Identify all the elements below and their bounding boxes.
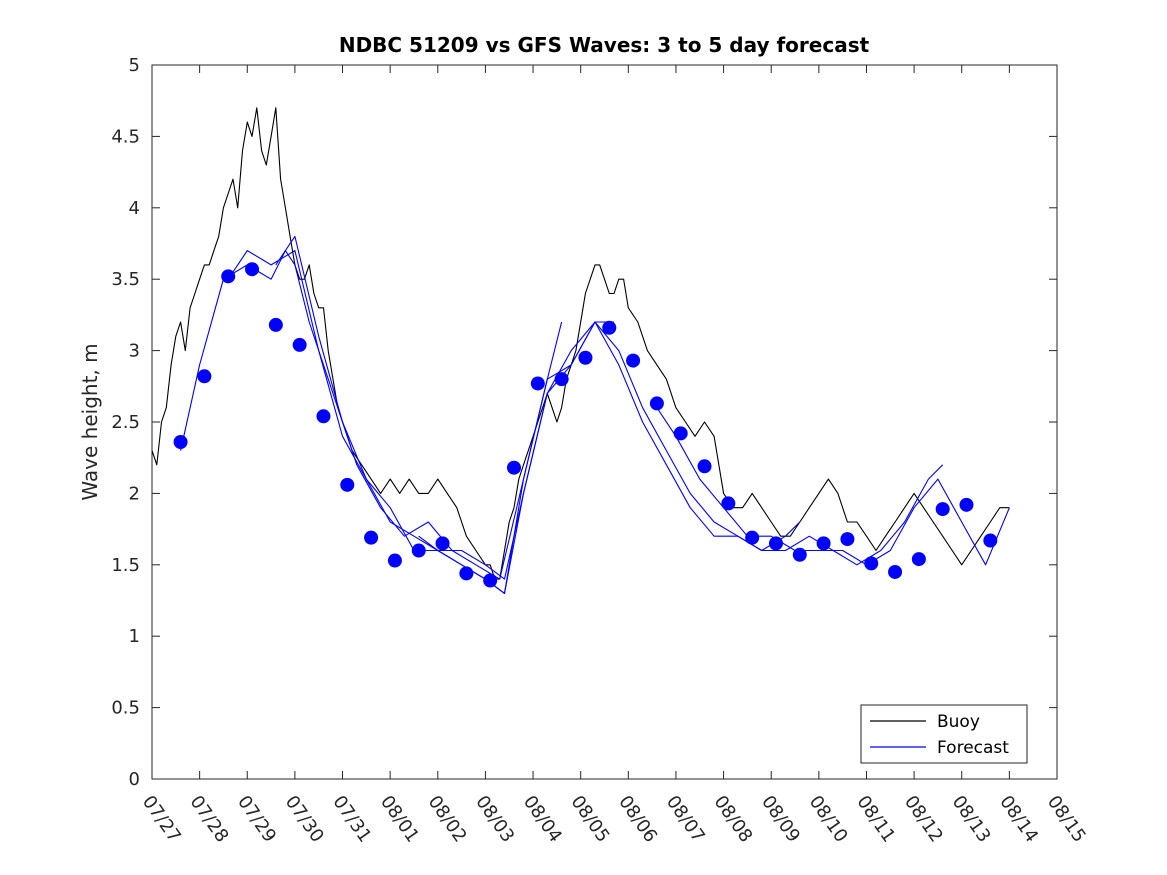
legend-forecast-label: Forecast [937, 738, 1009, 758]
forecast-run-line [656, 407, 1010, 566]
forecast-marker [840, 532, 855, 547]
y-tick-label: 0 [129, 769, 140, 790]
forecast-marker [459, 566, 474, 581]
forecast-marker [959, 497, 974, 512]
chart-title: NDBC 51209 vs GFS Waves: 3 to 5 day fore… [339, 33, 870, 57]
forecast-run-line [275, 235, 801, 594]
y-tick-label: 1.5 [111, 555, 140, 576]
forecast-marker [221, 269, 236, 284]
y-tick-label: 4 [129, 198, 140, 219]
forecast-marker [507, 460, 521, 475]
forecast-marker [792, 547, 807, 562]
forecast-marker [197, 369, 212, 384]
forecast-marker [483, 573, 498, 588]
forecast-marker [935, 502, 950, 517]
forecast-marker [340, 477, 355, 492]
y-tick-label: 2.5 [111, 412, 140, 433]
forecast-marker [316, 409, 331, 424]
forecast-marker [626, 353, 641, 368]
forecast-marker [864, 556, 879, 571]
y-tick-label: 1 [129, 626, 140, 647]
y-axis-label: Wave height, m [78, 343, 102, 500]
y-tick-label: 5 [129, 55, 140, 76]
forecast-marker [721, 496, 736, 511]
legend-box [860, 704, 1028, 764]
y-tick-label: 4.5 [111, 126, 140, 147]
forecast-marker [530, 376, 545, 391]
forecast-marker [697, 459, 712, 474]
forecast-marker [245, 262, 260, 277]
forecast-marker [411, 543, 426, 558]
forecast-marker [268, 317, 283, 332]
forecast-marker [745, 530, 760, 545]
forecast-marker [364, 530, 379, 545]
y-tick-label: 3.5 [111, 269, 140, 290]
forecast-marker [816, 536, 831, 551]
forecast-marker [435, 536, 450, 551]
forecast-run-line [227, 250, 614, 580]
forecast-marker [387, 553, 402, 568]
forecast-marker [554, 372, 569, 387]
forecast-marker [673, 426, 688, 441]
forecast-marker [649, 396, 664, 411]
forecast-marker [983, 533, 998, 548]
buoy-series-line [151, 107, 1010, 580]
y-tick-label: 0.5 [111, 698, 140, 719]
forecast-marker [578, 350, 593, 365]
forecast-marker [888, 564, 903, 579]
plot-area [151, 64, 1058, 780]
forecast-marker [911, 552, 926, 567]
y-tick-label: 2 [129, 483, 140, 504]
forecast-marker [292, 337, 307, 352]
forecast-run-line [418, 321, 944, 594]
y-tick-labels: 0 0.5 1 1.5 2 2.5 3 3.5 4 4.5 5 [111, 55, 140, 790]
legend-buoy-label: Buoy [937, 712, 980, 732]
legend: Buoy Forecast [860, 704, 1028, 764]
forecast-marker [602, 320, 617, 335]
forecast-marker [768, 536, 783, 551]
forecast-marker [173, 434, 188, 449]
y-tick-label: 3 [129, 341, 140, 362]
